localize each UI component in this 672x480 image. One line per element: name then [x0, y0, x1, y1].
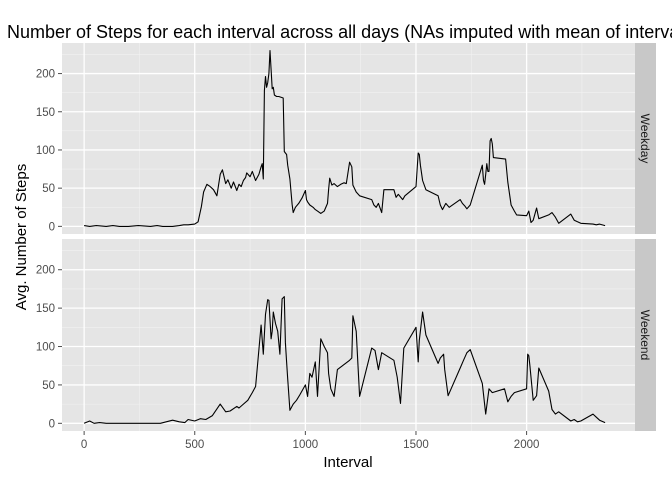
strip-label-weekend: Weekend	[638, 310, 652, 360]
panel-weekday-grid	[62, 43, 635, 234]
series-line-weekend	[83, 296, 606, 424]
x-tick-label: 500	[185, 439, 204, 451]
x-tick-label: 2000	[514, 439, 540, 451]
panel-weekend-background	[62, 239, 635, 431]
x-axis-title: Interval	[323, 454, 372, 471]
panel-weekend-grid	[62, 239, 635, 431]
x-tick-label: 1500	[403, 439, 429, 451]
strip-weekday-background	[635, 43, 656, 234]
y-axis-title: Avg. Number of Steps	[13, 164, 30, 310]
y-tick-label: 200	[36, 69, 55, 81]
chart-title: Number of Steps for each interval across…	[7, 22, 672, 42]
panel-weekday-background	[62, 43, 635, 234]
x-tick-label: 1000	[293, 439, 319, 451]
y-tick-label: 150	[36, 107, 55, 119]
x-axis: 0 500 1000 1500 2000	[81, 431, 539, 451]
y-tick-label: 100	[36, 145, 55, 157]
y-tick-label: 50	[42, 380, 55, 392]
strip-weekend-background	[635, 239, 656, 431]
x-tick-label: 0	[81, 439, 87, 451]
y-tick-label: 100	[36, 342, 55, 354]
y-axis-weekday: 0 50 100 150 200	[36, 69, 62, 233]
series-line-weekday	[84, 50, 606, 227]
y-tick-label: 150	[36, 303, 55, 315]
y-tick-label: 0	[49, 418, 55, 430]
y-tick-label: 200	[36, 265, 55, 277]
y-tick-label: 0	[49, 221, 55, 233]
y-tick-label: 50	[42, 183, 55, 195]
strip-label-weekday: Weekday	[638, 114, 652, 164]
y-axis-weekend: 0 50 100 150 200	[36, 265, 62, 430]
